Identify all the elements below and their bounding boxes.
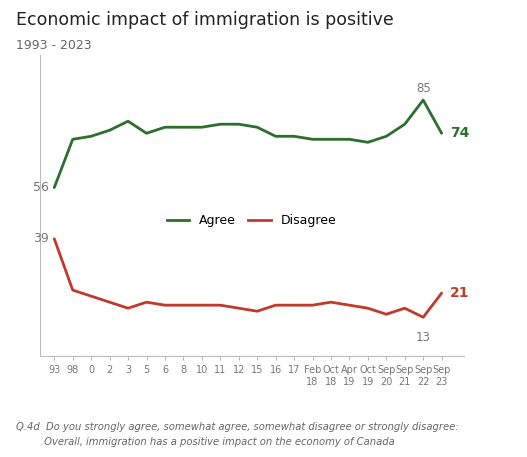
Legend: Agree, Disagree: Agree, Disagree (162, 209, 341, 232)
Text: Economic impact of immigration is positive: Economic impact of immigration is positi… (16, 11, 394, 29)
Text: 85: 85 (416, 81, 431, 95)
Text: 13: 13 (416, 331, 431, 344)
Text: 56: 56 (33, 181, 48, 194)
Text: 39: 39 (33, 232, 48, 245)
Text: 1993 - 2023: 1993 - 2023 (16, 39, 92, 52)
Text: 21: 21 (450, 286, 470, 300)
Text: Overall, immigration has a positive impact on the economy of Canada: Overall, immigration has a positive impa… (16, 437, 395, 447)
Text: Q.4d  Do you strongly agree, somewhat agree, somewhat disagree or strongly disag: Q.4d Do you strongly agree, somewhat agr… (16, 422, 458, 432)
Text: 74: 74 (450, 126, 470, 140)
